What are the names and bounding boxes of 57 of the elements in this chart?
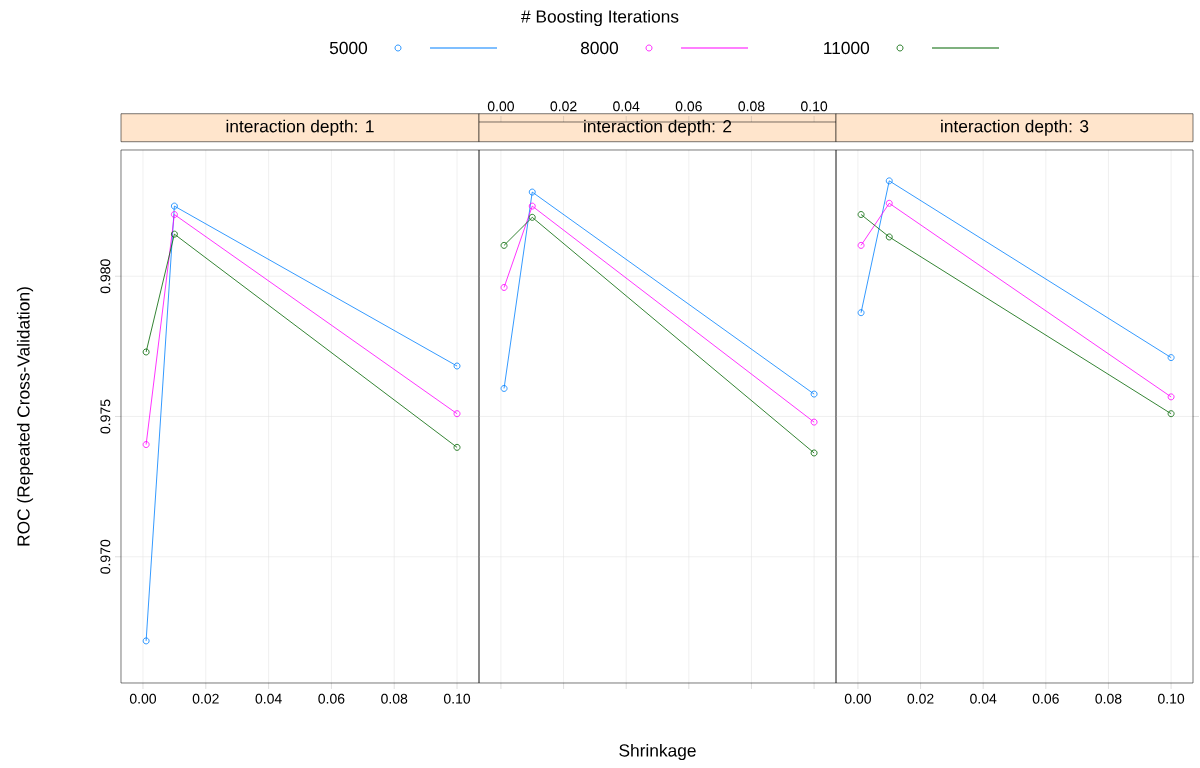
y-tick-label: 0.975 [100,399,111,434]
point [857,309,865,317]
x-tick-label: 0.02 [550,101,577,112]
legend-label: 11000 [824,41,870,55]
chart-title: interaction depth: 3 [941,119,1089,136]
point [500,284,508,291]
y-axis-title: ROC (Repeated Cross-Validation) [16,287,34,546]
x-tick-label: 0.06 [675,101,702,112]
x-tick-label: 0.00 [129,693,157,704]
x-tick-label: 0.02 [192,693,219,704]
point [528,202,536,210]
x-tick-label: 0.00 [487,101,514,112]
chart-title: interaction depth: 1 [226,119,374,136]
x-tick-label: 0.10 [1158,693,1185,704]
x-tick-label: 0.04 [970,693,997,704]
point [528,188,536,196]
point [170,202,178,210]
point [170,211,178,218]
point [500,385,508,392]
point [453,362,461,370]
x-tick-label: 0.04 [613,101,640,112]
legend-label: 8000 [580,41,619,55]
point [500,241,508,249]
x-tick-label: 0.08 [381,693,408,704]
x-tick-label: 0.08 [738,101,765,112]
legend-title: # Boosting Iterations [521,9,679,27]
x-tick-label: 0.06 [318,693,345,704]
point [1167,393,1175,401]
point [810,390,818,398]
y-tick-label: 0.970 [100,539,111,574]
x-axis-title: Shrinkage [619,743,696,761]
chart-title: interaction depth: 2 [584,119,732,136]
point [142,348,150,356]
x-tick-label: 0.06 [1032,693,1059,704]
point [1167,354,1175,361]
x-tick-label: 0.00 [844,693,871,704]
x-tick-label: 0.02 [907,693,934,704]
point [142,441,150,448]
legend-label: 5000 [329,41,368,55]
point [885,233,893,241]
point [1167,410,1175,418]
x-tick-label: 0.04 [255,693,282,704]
x-tick-label: 0.08 [1095,693,1122,704]
point [857,241,865,249]
point [810,418,818,426]
point [453,443,461,451]
point [142,637,150,645]
point [885,177,893,185]
point [170,230,178,238]
point [528,213,536,221]
y-tick-label: 0.980 [100,259,111,294]
point [810,449,818,457]
point [857,211,865,218]
x-tick-label: 0.10 [443,693,471,704]
point [885,199,893,207]
x-tick-label: 0.10 [801,101,828,112]
point [453,410,461,418]
